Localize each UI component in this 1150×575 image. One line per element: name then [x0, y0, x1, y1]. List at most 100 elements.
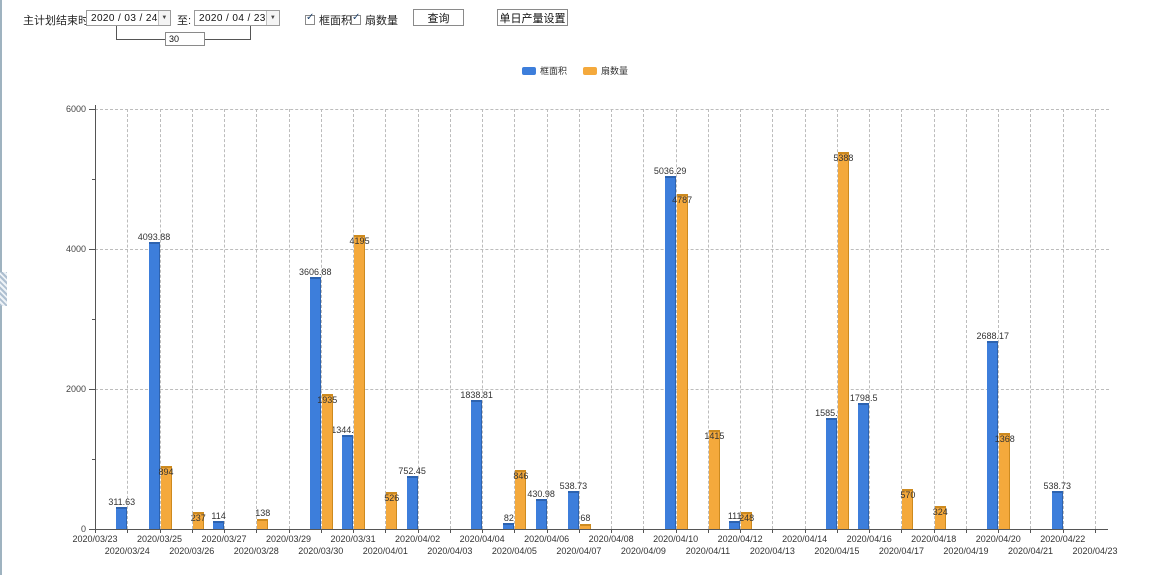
bar-value-label: 1344.95 [331, 424, 364, 435]
x-gridline [546, 109, 548, 529]
bar-value-label: 111 [727, 511, 742, 522]
legend-label-frame-area: 框面积 [539, 66, 567, 76]
bar-value-label: 2688.17 [976, 330, 1009, 341]
date-to-value: 2020 / 04 / 23 [199, 12, 266, 24]
x-gridline [1095, 109, 1096, 529]
x-gridline [256, 109, 258, 529]
bar-frame-area [729, 521, 741, 529]
bar-frame-area [825, 417, 837, 529]
query-button[interactable]: 查询 [413, 9, 464, 26]
y-gridline [95, 249, 1109, 250]
span-days-value: 30 [169, 34, 180, 44]
y-axis-label: 2000 [65, 384, 86, 394]
chart-legend: 框面积 扇数量 [521, 64, 628, 77]
y-tick [92, 179, 95, 180]
x-axis-date-label: 2020/04/16 [846, 534, 892, 544]
bar-sash-count [515, 469, 527, 529]
y-tick [92, 319, 95, 320]
x-tick [95, 529, 96, 533]
bar-value-label: 311.63 [108, 497, 136, 508]
bar-sash-count [934, 506, 946, 529]
bar-value-label: 5036.29 [653, 166, 687, 177]
legend-swatch-sash-count-icon [583, 66, 597, 75]
bar-value-label: 68 [580, 513, 591, 524]
x-axis-date-label: 2020/04/19 [943, 546, 989, 556]
y-axis-line [95, 105, 96, 529]
check-icon: ✓ [352, 12, 361, 23]
y-gridline [95, 389, 1109, 390]
x-tick [772, 529, 774, 533]
bar-value-label: 114 [211, 511, 226, 522]
bar-sash-count [257, 519, 269, 529]
date-to-picker[interactable]: 2020 / 04 / 23 ▼ [194, 10, 280, 26]
x-tick [127, 529, 129, 533]
frame-area-checkbox-label: 框面积 [319, 15, 352, 27]
bar-value-label: 324 [932, 507, 948, 518]
x-axis-date-label: 2020/04/03 [427, 546, 473, 556]
panel-splitter-handle[interactable] [0, 272, 7, 306]
bar-frame-area [148, 242, 160, 529]
bar-frame-area [858, 403, 870, 529]
x-tick [643, 529, 645, 533]
x-tick [901, 529, 903, 533]
y-axis-label: 4000 [65, 244, 86, 254]
x-axis-date-label: 2020/03/24 [104, 546, 150, 556]
checkbox-box-icon[interactable]: ✓ [305, 12, 315, 25]
bar-value-label: 846 [513, 470, 529, 481]
bar-sash-count [160, 466, 172, 529]
x-axis-date-label: 2020/04/13 [749, 546, 795, 556]
x-tick [740, 529, 742, 533]
legend-item-frame-area[interactable]: 框面积 [521, 64, 567, 77]
sash-count-checkbox[interactable]: ✓ 扇数量 [351, 12, 398, 28]
bar-sash-count [902, 489, 914, 529]
date-to-dropdown-button[interactable]: ▼ [265, 11, 279, 25]
x-gridline [578, 109, 580, 529]
x-gridline [869, 109, 871, 529]
x-axis-date-label: 2020/04/02 [395, 534, 441, 544]
x-gridline [482, 109, 484, 529]
x-gridline [933, 109, 935, 529]
date-from-value: 2020 / 03 / 24 [91, 12, 158, 24]
checkbox-box-icon[interactable]: ✓ [351, 12, 361, 25]
x-axis-date-label: 2020/03/25 [136, 534, 183, 544]
bar-value-label: 82 [503, 513, 514, 524]
bar-frame-area [342, 434, 354, 529]
bar-value-label: 4195 [349, 236, 370, 247]
bracket-line-right-horizontal [205, 39, 251, 40]
bar-value-label: 1585.96 [815, 407, 848, 418]
bar-value-label: 570 [900, 490, 916, 501]
span-days-input[interactable]: 30 [165, 32, 205, 46]
x-tick [385, 529, 387, 533]
x-tick [417, 529, 419, 533]
x-axis-date-label: 2020/03/29 [266, 534, 312, 544]
daily-output-settings-button[interactable]: 单日产量设置 [497, 9, 568, 26]
date-from-picker[interactable]: 2020 / 03 / 24 ▼ [86, 10, 171, 26]
x-gridline [998, 109, 1000, 529]
bar-frame-area [471, 400, 483, 529]
x-tick [191, 529, 193, 533]
bar-sash-count [386, 492, 398, 529]
x-axis-date-label: 2020/04/07 [556, 546, 602, 556]
frame-area-checkbox[interactable]: ✓ 框面积 [305, 12, 352, 28]
x-axis-date-label: 2020/04/05 [491, 546, 537, 556]
bar-frame-area [1051, 491, 1063, 529]
bar-value-label: 1415 [704, 430, 725, 441]
date-from-dropdown-button[interactable]: ▼ [157, 11, 170, 25]
x-tick [320, 529, 322, 533]
x-gridline [611, 109, 613, 529]
x-gridline [804, 109, 806, 529]
x-axis-date-label: 2020/04/23 [1072, 546, 1118, 556]
bar-sash-count [579, 524, 591, 529]
bar-frame-area [503, 523, 515, 529]
y-tick [89, 389, 95, 390]
bar-value-label: 1838.81 [460, 390, 493, 401]
x-axis-date-label: 2020/04/12 [717, 534, 763, 544]
x-axis-date-label: 2020/03/30 [298, 546, 344, 556]
x-tick [675, 529, 677, 533]
x-tick [836, 529, 838, 533]
legend-item-sash-count[interactable]: 扇数量 [583, 64, 628, 77]
bar-value-label: 237 [190, 513, 206, 524]
x-tick [482, 529, 484, 533]
bar-frame-area [535, 498, 547, 529]
